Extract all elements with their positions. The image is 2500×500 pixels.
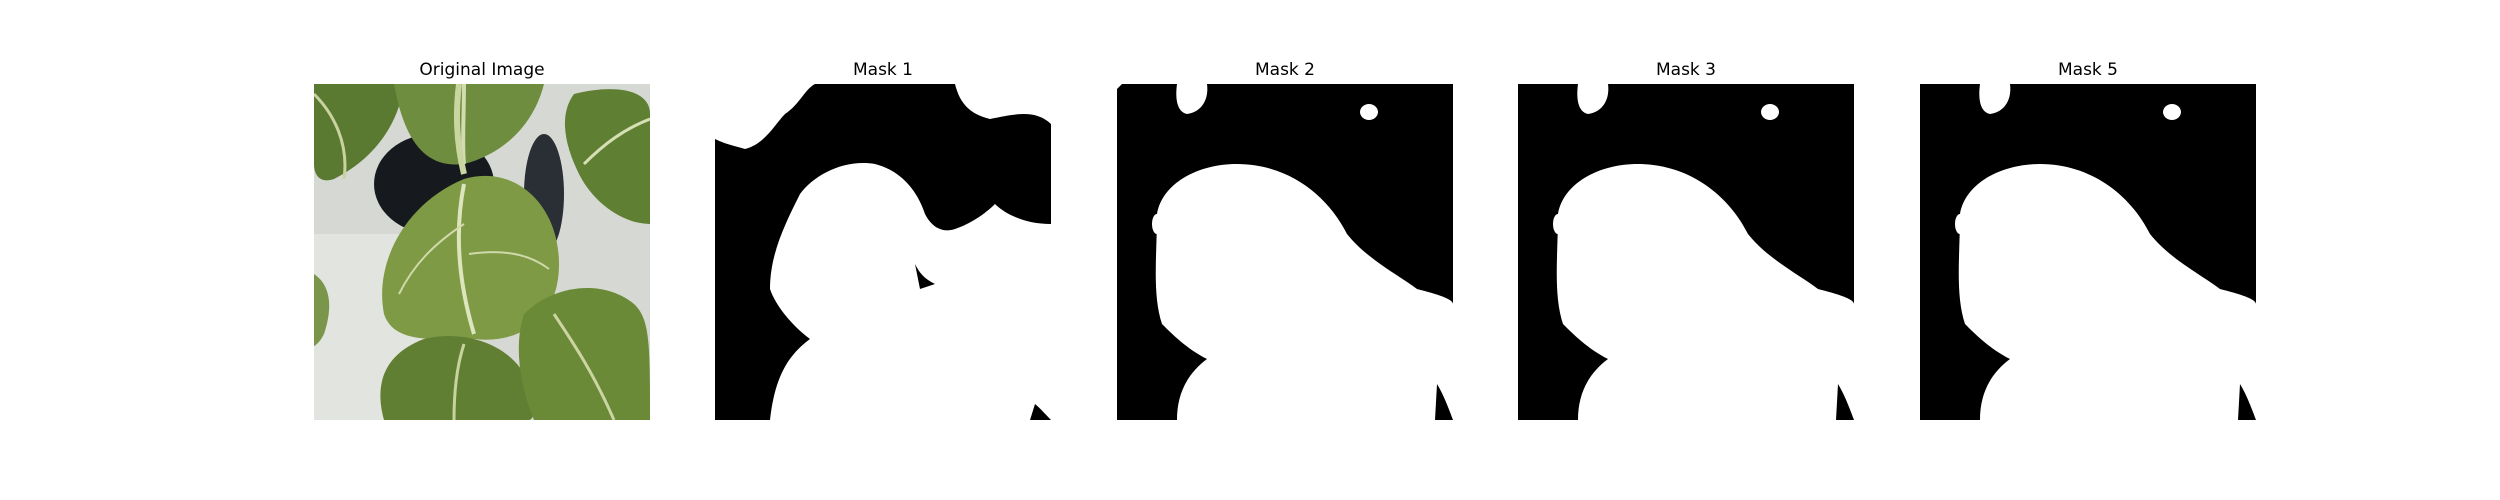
panel-mask-2: Mask 2 <box>1117 0 1453 500</box>
panel-title: Mask 3 <box>1655 60 1716 80</box>
mask-5-image <box>1920 84 2256 420</box>
mask-3-image <box>1518 84 1854 420</box>
panel-title: Mask 2 <box>1254 60 1315 80</box>
mask-1-image <box>715 84 1051 420</box>
panel-title: Mask 1 <box>852 60 913 80</box>
panel-title: Mask 5 <box>2057 60 2118 80</box>
panel-title: Original Image <box>419 60 545 80</box>
panel-mask-5: Mask 5 <box>1920 0 2256 500</box>
panel-original-image: Original Image <box>314 0 650 500</box>
panel-mask-3: Mask 3 <box>1518 0 1854 500</box>
mask-2-image <box>1117 84 1453 420</box>
panel-mask-1: Mask 1 <box>715 0 1051 500</box>
original-plant-photo <box>314 84 650 420</box>
